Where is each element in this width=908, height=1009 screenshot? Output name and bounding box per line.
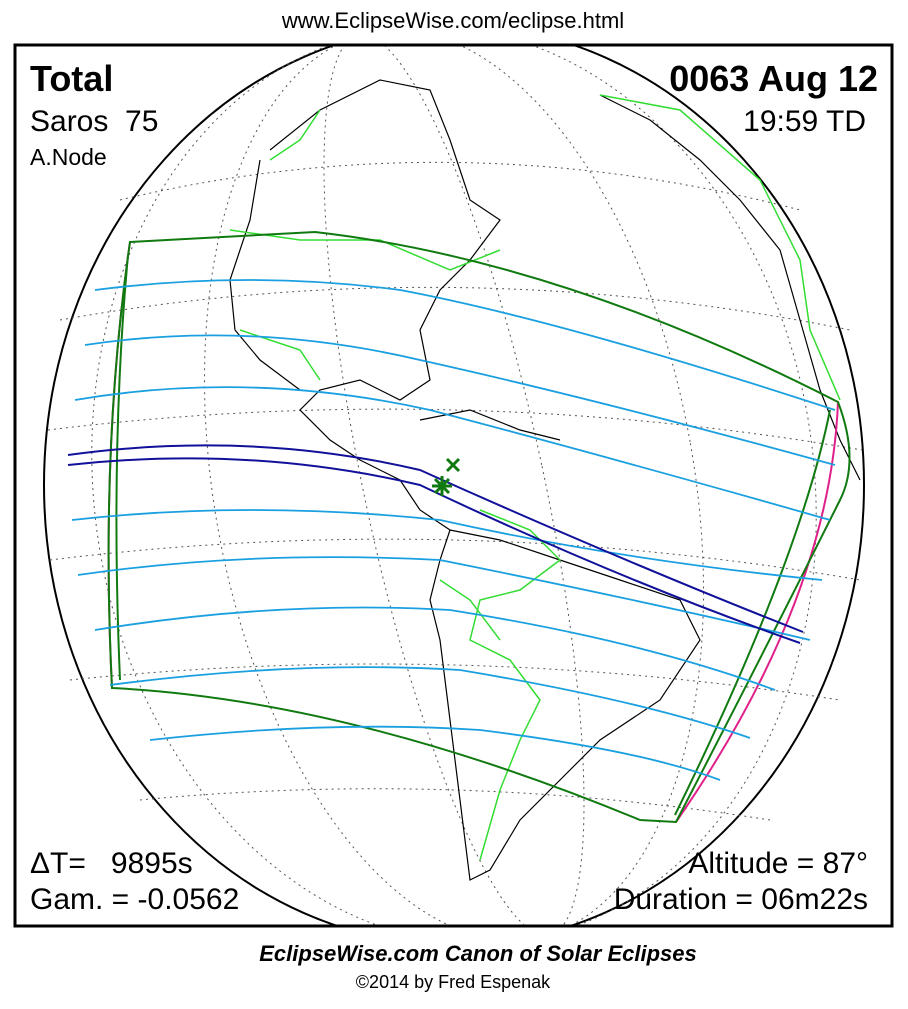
date: 0063 Aug 12 — [669, 58, 878, 99]
greatest-eclipse-marker — [432, 457, 461, 496]
frame — [13, 43, 894, 928]
delta-t: ΔT= 9895s — [30, 847, 193, 880]
duration: Duration = 06m22s — [614, 883, 868, 916]
copyright: ©2014 by Fred Espenak — [356, 972, 551, 992]
altitude: Altitude = 87° — [688, 847, 868, 880]
footer-title: EclipseWise.com Canon of Solar Eclipses — [259, 941, 697, 966]
eclipse-type: Total — [30, 58, 113, 99]
url: www.EclipseWise.com/eclipse.html — [281, 8, 624, 33]
gamma: Gam. = -0.0562 — [30, 883, 239, 916]
time: 19:59 TD — [743, 105, 866, 138]
saros: Saros 75 — [30, 105, 158, 138]
globe — [43, 45, 865, 926]
node: A.Node — [30, 144, 107, 170]
